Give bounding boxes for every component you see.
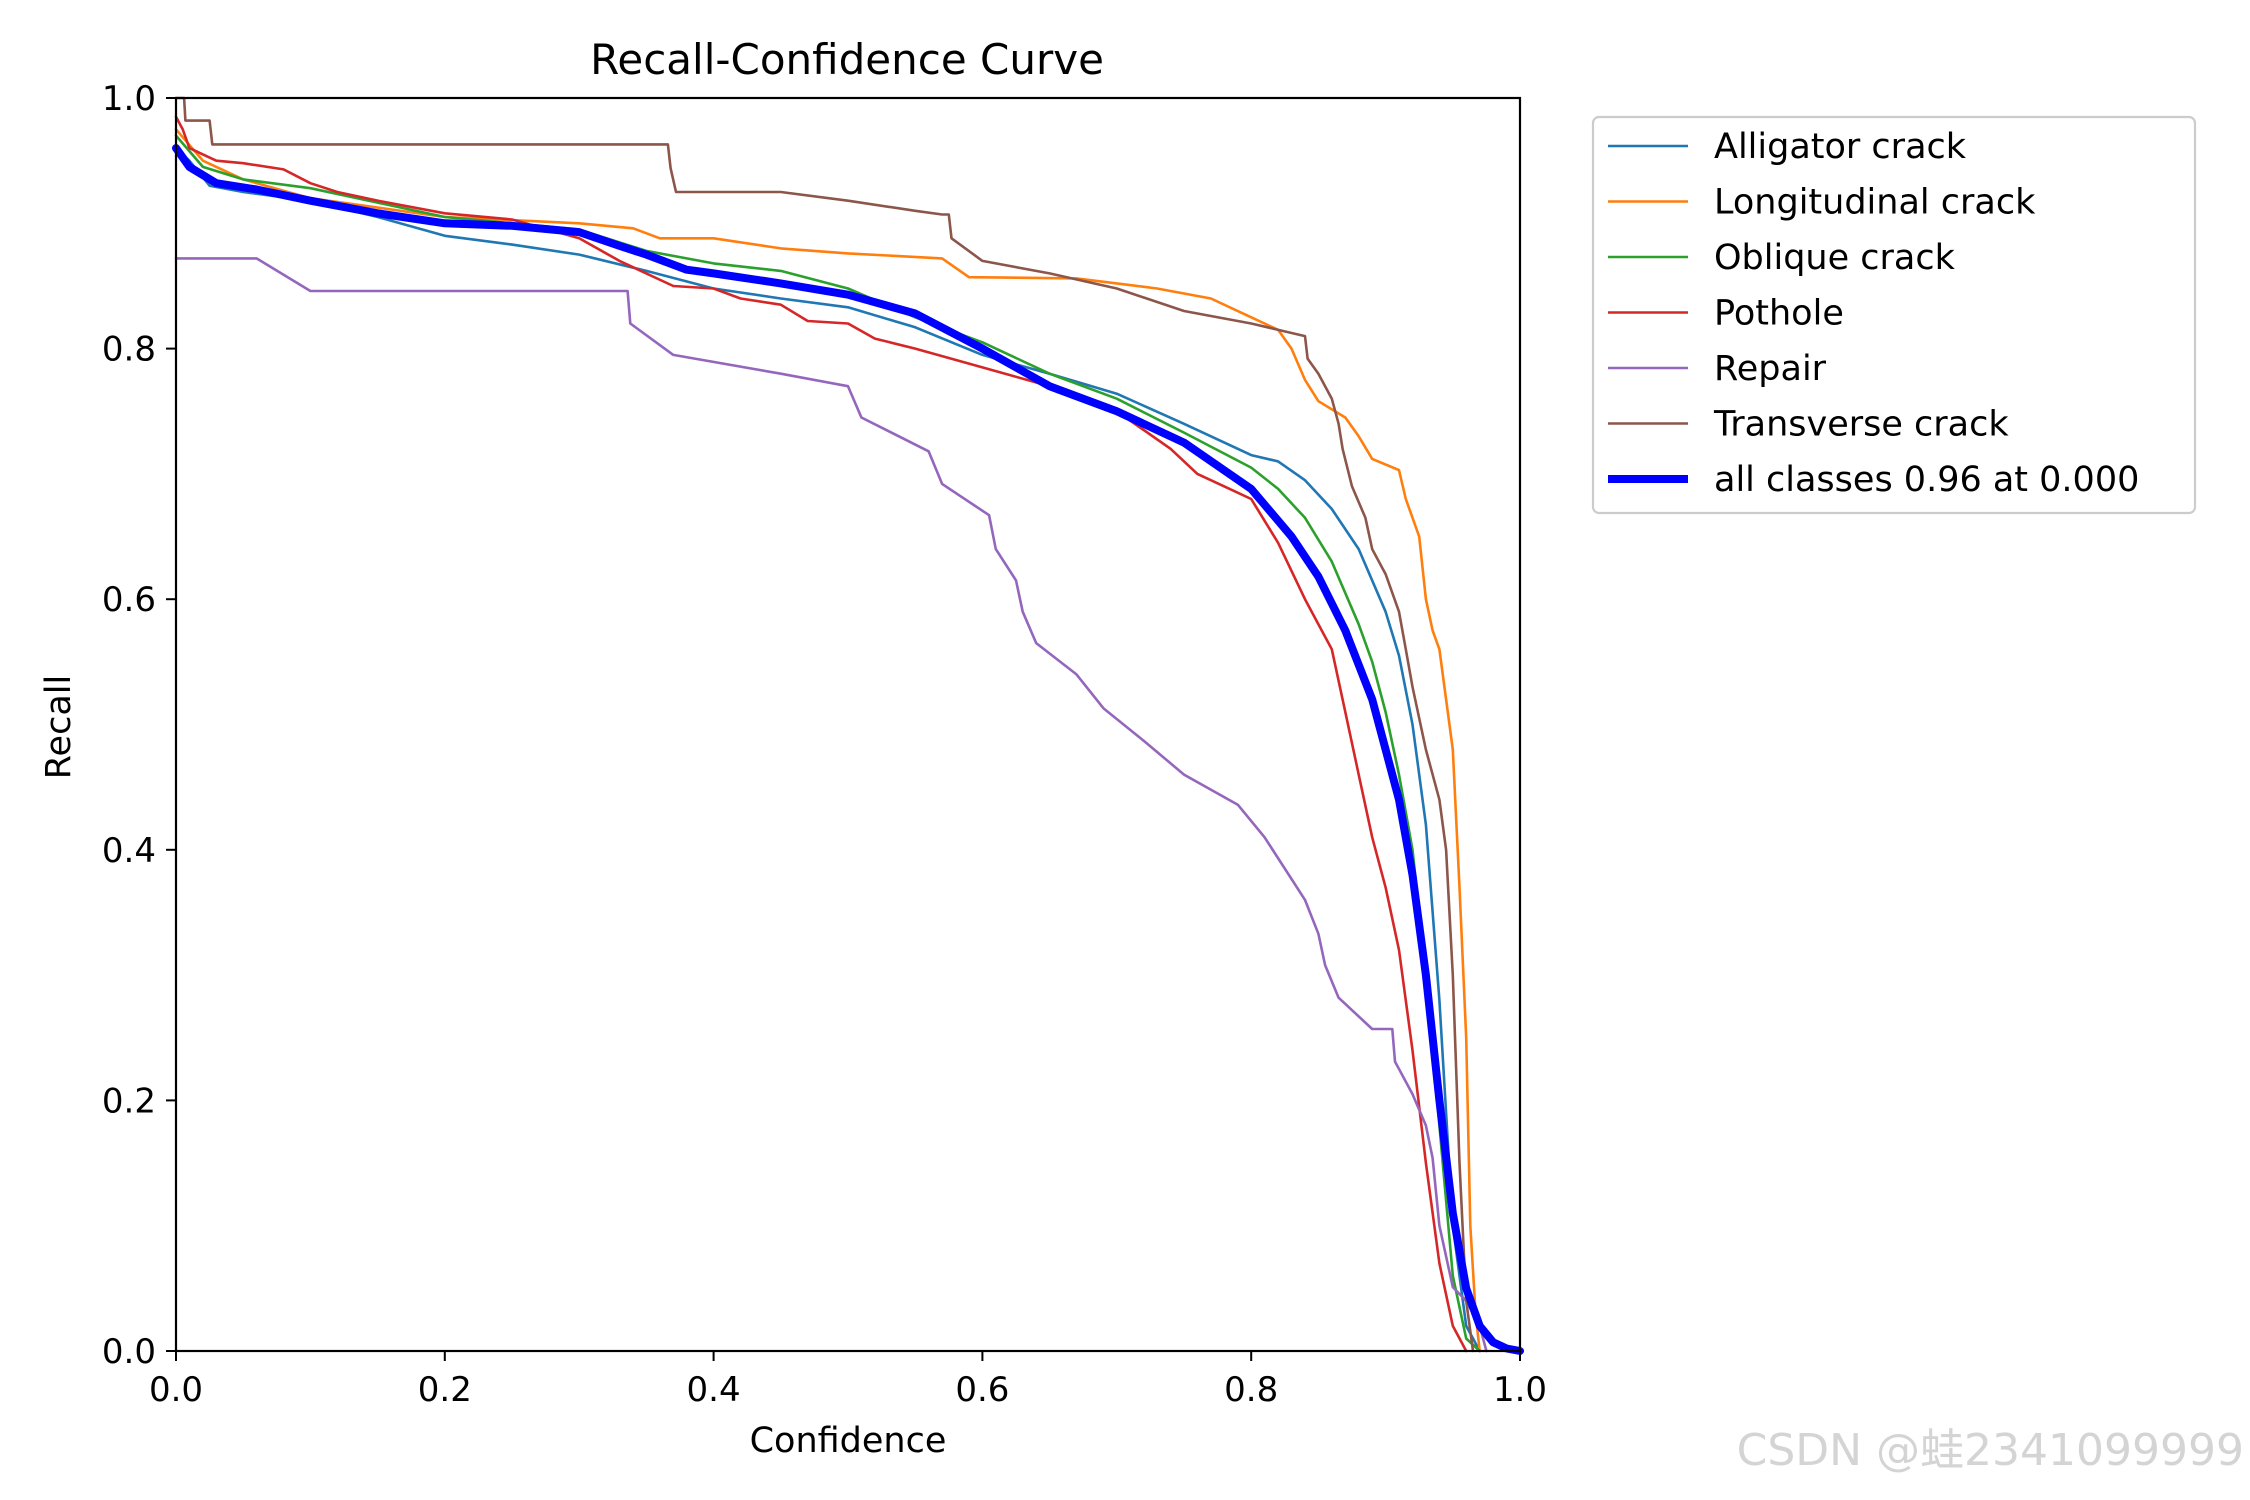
y-tick-label: 0.2: [102, 1081, 156, 1121]
legend-label: Oblique crack: [1714, 238, 1956, 278]
legend: Alligator crack Longitudinal crack Oblique…: [1591, 115, 2197, 515]
x-axis: 0.0 0.2 0.4 0.6 0.8 1.0: [149, 1351, 1547, 1410]
series-line-6: [172, 144, 1524, 1355]
series-line-5: [174, 96, 1475, 1353]
x-tick-label: 0.0: [149, 1370, 203, 1410]
x-tick-label: 0.8: [1224, 1370, 1278, 1410]
legend-label: Longitudinal crack: [1714, 183, 2036, 223]
legend-label: Pothole: [1714, 294, 1844, 334]
legend-label: Repair: [1714, 349, 1827, 389]
legend-label: Transverse crack: [1713, 405, 2009, 445]
y-tick-label: 0.4: [102, 831, 156, 871]
watermark: CSDN @蛙2341099999: [1736, 1425, 2244, 1476]
x-tick-label: 0.4: [687, 1370, 741, 1410]
series-layer: [172, 96, 1524, 1355]
chart-title: Recall-Confidence Curve: [590, 35, 1104, 84]
y-axis: 0.0 0.2 0.4 0.6 0.8 1.0: [102, 79, 176, 1372]
plot-frame: [174, 96, 1522, 1353]
x-tick-label: 0.2: [418, 1370, 472, 1410]
x-axis-label: Confidence: [750, 1421, 947, 1461]
x-tick-label: 0.6: [955, 1370, 1009, 1410]
series-line-1: [174, 128, 1481, 1353]
y-tick-label: 0.6: [102, 580, 156, 620]
series-line-0: [174, 146, 1481, 1353]
x-tick-label: 1.0: [1493, 1370, 1547, 1410]
legend-label: all classes 0.96 at 0.000: [1714, 460, 2139, 500]
y-axis-label: Recall: [39, 675, 79, 779]
y-tick-label: 0.8: [102, 330, 156, 370]
y-tick-label: 1.0: [102, 79, 156, 119]
legend-label: Alligator crack: [1714, 127, 1967, 167]
series-line-2: [174, 134, 1481, 1353]
series-line-4: [174, 257, 1488, 1353]
legend-box: [1591, 115, 2197, 515]
legend-items: Alligator crack Longitudinal crack Oblique…: [1608, 127, 2139, 500]
y-tick-label: 0.0: [102, 1332, 156, 1372]
series-line-3: [174, 115, 1468, 1353]
